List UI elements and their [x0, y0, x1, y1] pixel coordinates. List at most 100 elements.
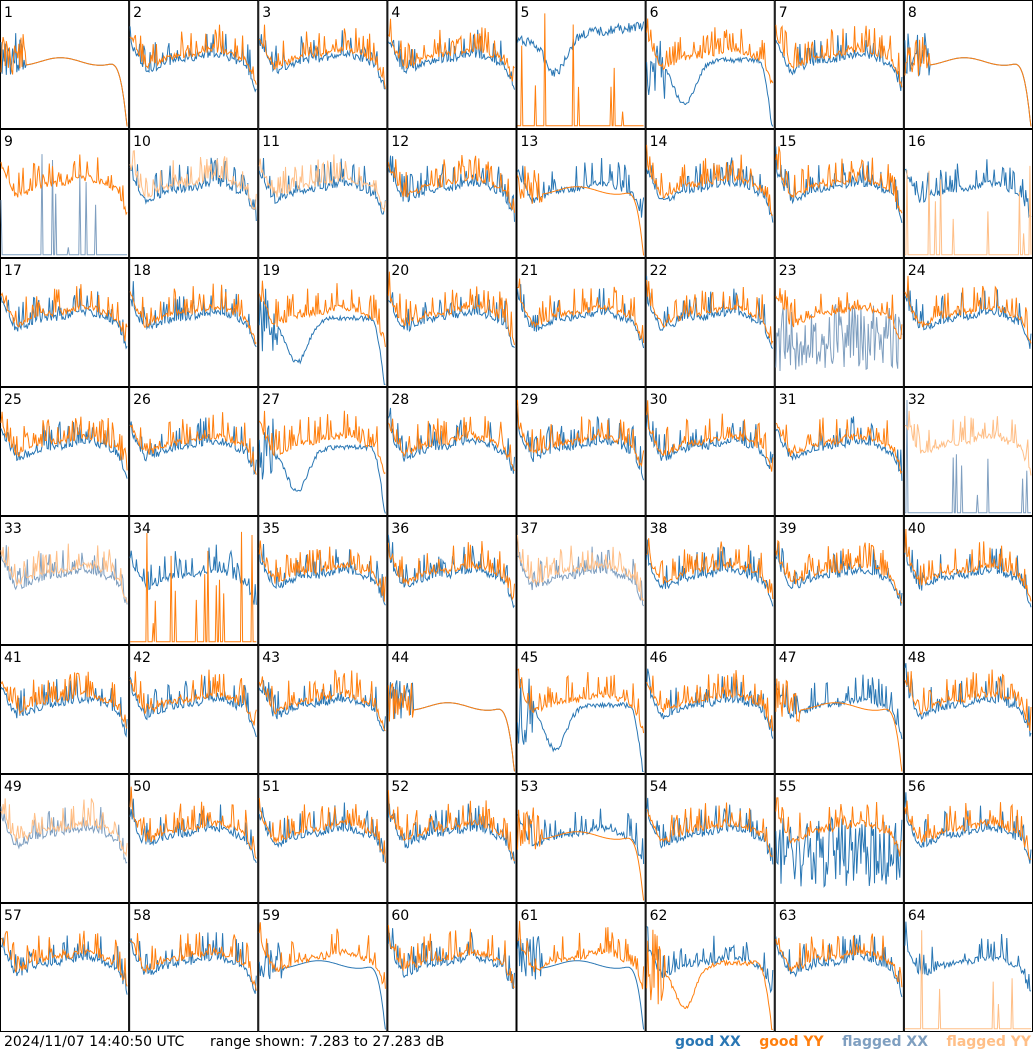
panel-label: 52 — [391, 779, 409, 795]
panel-label: 19 — [262, 263, 280, 279]
good-yy-trace — [129, 24, 257, 85]
panel-frame — [258, 0, 388, 129]
panel-frame — [129, 516, 259, 645]
good-xx-trace — [646, 668, 774, 739]
panel-50: 50 — [129, 774, 259, 903]
good-yy-trace — [387, 790, 515, 862]
good-xx-trace — [129, 932, 257, 994]
good-xx-trace — [646, 539, 774, 607]
panel-59: 59 — [258, 903, 388, 1032]
good-xx-trace — [775, 674, 903, 740]
panel-17: 17 — [0, 258, 130, 387]
panel-frame — [516, 129, 646, 258]
panel-frame — [774, 0, 904, 129]
panel-frame — [387, 0, 517, 129]
good-xx-trace — [517, 405, 645, 481]
good-yy-trace — [904, 669, 1032, 731]
panel-label: 30 — [650, 392, 668, 408]
good-yy-trace — [646, 279, 774, 346]
panel-label: 17 — [4, 263, 22, 279]
flagged-xx-trace — [517, 546, 645, 607]
good-yy-trace — [387, 154, 515, 213]
panel-1: 1 — [0, 0, 130, 129]
panel-frame — [0, 0, 130, 129]
good-yy-trace — [775, 539, 903, 604]
panel-label: 27 — [262, 392, 280, 408]
panel-39: 39 — [774, 516, 904, 645]
panel-11: 11 — [258, 129, 388, 258]
panel-5: 5 — [516, 0, 646, 129]
panel-36: 36 — [387, 516, 517, 645]
panel-frame — [645, 516, 775, 645]
panel-frame — [516, 516, 646, 645]
panel-64: 64 — [903, 903, 1033, 1032]
good-xx-trace — [129, 798, 257, 864]
good-xx-trace — [517, 808, 645, 865]
panel-label: 26 — [133, 392, 151, 408]
panel-frame — [129, 387, 259, 516]
legend-flagged-xx: flagged XX — [842, 1034, 928, 1050]
good-xx-trace — [258, 543, 386, 606]
flagged-yy-trace — [0, 798, 128, 858]
panel-label: 41 — [4, 650, 22, 666]
panel-28: 28 — [387, 387, 517, 516]
panel-56: 56 — [903, 774, 1033, 903]
panel-frame — [774, 645, 904, 774]
good-yy-trace — [517, 166, 645, 256]
panel-frame — [387, 516, 517, 645]
good-xx-trace — [387, 534, 515, 609]
panel-frame — [0, 903, 130, 1032]
good-yy-trace — [517, 278, 645, 344]
good-xx-trace — [517, 936, 645, 1030]
panel-43: 43 — [258, 645, 388, 774]
panel-label: 48 — [908, 650, 926, 666]
panel-frame — [258, 516, 388, 645]
panel-frame — [258, 645, 388, 774]
good-xx-trace — [517, 678, 644, 772]
good-yy-trace — [646, 144, 773, 216]
panel-41: 41 — [0, 645, 130, 774]
timestamp-label: 2024/11/07 14:40:50 UTC — [4, 1034, 185, 1050]
panel-7: 7 — [774, 0, 904, 129]
flagged-xx-trace — [0, 154, 128, 256]
panel-frame — [516, 645, 646, 774]
panel-label: 55 — [779, 779, 797, 795]
legend-good-xx: good XX — [675, 1034, 741, 1050]
panel-label: 36 — [391, 521, 409, 537]
panel-label: 31 — [779, 392, 797, 408]
panel-16: 16 — [903, 129, 1033, 258]
good-xx-trace — [387, 407, 515, 474]
panel-label: 22 — [650, 263, 668, 279]
good-yy-trace — [129, 412, 257, 475]
panel-frame — [774, 387, 904, 516]
good-yy-trace — [129, 669, 257, 726]
good-yy-trace — [775, 933, 903, 988]
good-yy-trace — [517, 399, 645, 468]
panel-label: 53 — [521, 779, 539, 795]
panel-label: 39 — [779, 521, 797, 537]
good-yy-trace — [0, 671, 128, 729]
panel-26: 26 — [129, 387, 259, 516]
panel-40: 40 — [903, 516, 1033, 645]
good-yy-trace — [129, 283, 257, 345]
panel-label: 5 — [521, 5, 530, 21]
good-yy-trace — [775, 417, 903, 475]
panel-label: 25 — [4, 392, 22, 408]
panel-46: 46 — [645, 645, 775, 774]
panel-63: 63 — [774, 903, 904, 1032]
good-yy-trace — [775, 146, 903, 214]
good-yy-trace — [646, 929, 773, 1030]
panel-42: 42 — [129, 645, 259, 774]
panel-frame — [645, 258, 775, 387]
panel-label: 44 — [391, 650, 409, 666]
panel-label: 16 — [908, 134, 926, 150]
good-xx-trace — [904, 287, 1032, 349]
panel-2: 2 — [129, 0, 259, 129]
good-yy-trace — [388, 416, 515, 472]
panel-53: 53 — [516, 774, 646, 903]
panel-label: 7 — [779, 5, 788, 21]
panel-45: 45 — [516, 645, 646, 774]
good-xx-trace — [0, 33, 128, 127]
flagged-yy-trace — [904, 410, 1032, 476]
panel-label: 47 — [779, 650, 797, 666]
